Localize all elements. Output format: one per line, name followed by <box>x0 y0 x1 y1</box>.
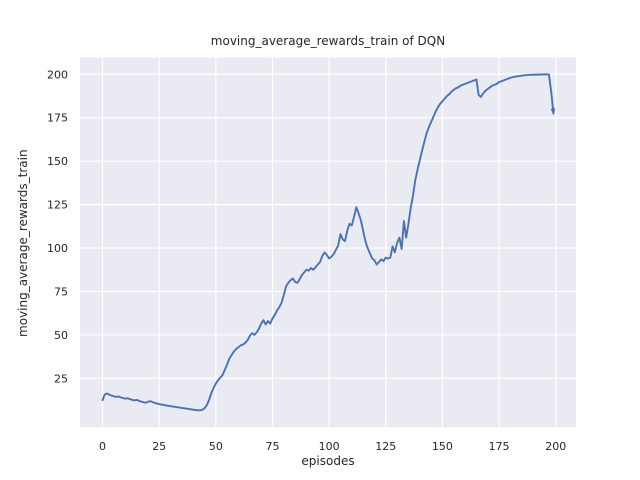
y-tick-label: 100 <box>47 242 68 255</box>
x-tick-label: 50 <box>209 440 223 453</box>
x-tick-label: 0 <box>99 440 106 453</box>
x-tick-label: 100 <box>319 440 340 453</box>
x-tick-label: 200 <box>545 440 566 453</box>
x-axis-label: episodes <box>301 454 355 468</box>
chart-title: moving_average_rewards_train of DQN <box>210 34 446 48</box>
x-tick-label: 125 <box>375 440 396 453</box>
y-tick-label: 50 <box>54 329 68 342</box>
y-tick-label: 200 <box>47 68 68 81</box>
x-tick-label: 75 <box>265 440 279 453</box>
reward-line <box>101 73 555 412</box>
y-tick-label: 150 <box>47 155 68 168</box>
y-tick-label: 175 <box>47 112 68 125</box>
x-tick-label: 150 <box>432 440 453 453</box>
y-axis-label: moving_average_rewards_train <box>16 149 30 337</box>
y-tick-label: 75 <box>54 285 68 298</box>
line-end-arrowhead <box>550 108 556 116</box>
y-tick-label: 25 <box>54 372 68 385</box>
x-tick-label: 25 <box>152 440 166 453</box>
y-tick-label: 125 <box>47 199 68 212</box>
plot-background <box>80 57 576 428</box>
x-tick-label: 175 <box>489 440 510 453</box>
